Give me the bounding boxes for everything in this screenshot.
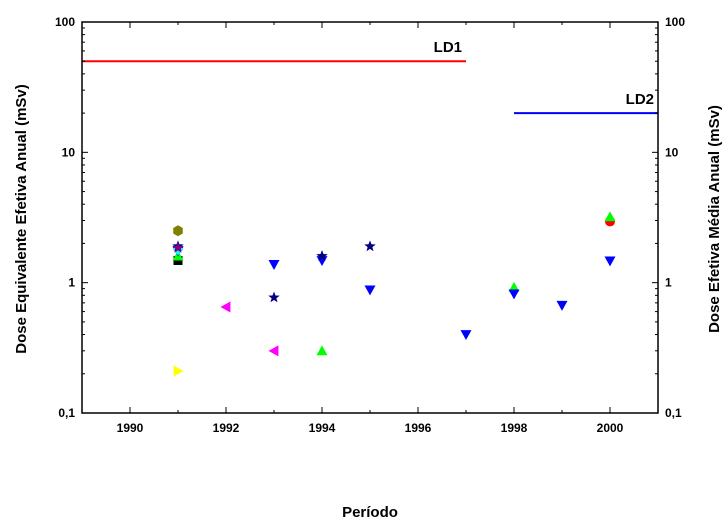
y-tick-label-left: 100 — [55, 15, 75, 29]
x-tick-label: 1996 — [405, 421, 432, 435]
data-point-star — [172, 241, 184, 253]
y-tick-label-right: 0,1 — [665, 406, 682, 420]
data-point-triangle-left — [268, 345, 279, 357]
data-point-star — [316, 250, 328, 261]
data-point-triangle-down — [268, 260, 280, 270]
y-tick-label-left: 10 — [62, 145, 76, 159]
y-tick-label-left: 1 — [68, 276, 75, 290]
reference-line-label: LD1 — [434, 39, 462, 56]
x-tick-label: 1994 — [309, 421, 336, 435]
axes: 1990 1992 1994 1996 1998 2000 0,1 0,1 1 1 10 10 100 1… — [55, 15, 685, 435]
y-tick-label-left: 0,1 — [58, 406, 75, 420]
data-point-triangle-up — [508, 281, 520, 292]
reference-line-label: LD2 — [626, 91, 654, 108]
data-point-triangle-left — [220, 301, 231, 313]
y-tick-label-right: 100 — [665, 15, 685, 29]
y-tick-label-right: 10 — [665, 145, 679, 159]
data-point-triangle-up — [604, 211, 616, 222]
data-point-square — [173, 255, 183, 265]
data-point-triangle-down — [508, 289, 520, 300]
data-point-triangle-down — [460, 330, 472, 341]
x-tick-label: 1990 — [117, 421, 144, 435]
y-tick-label-right: 1 — [665, 276, 672, 290]
y-axis-title-right: Dose Efetiva Média Anual (mSv) — [706, 105, 723, 333]
data-point-triangle-down — [604, 256, 616, 267]
y-axis-title-left: Dose Equivalente Efetiva Anual (mSv) — [13, 84, 30, 354]
data-point-star — [364, 240, 376, 252]
x-tick-label: 2000 — [597, 421, 624, 435]
data-point-hexagon — [173, 225, 183, 237]
plot-area: LD1 LD2 — [82, 39, 658, 377]
plot-frame — [81, 21, 659, 414]
x-tick-label: 1998 — [501, 421, 528, 435]
data-point-triangle-up — [316, 345, 328, 356]
data-point-triangle-down — [364, 285, 376, 296]
x-tick-label: 1992 — [213, 421, 240, 435]
data-point-triangle-right — [173, 365, 184, 377]
data-point-triangle-down — [556, 300, 568, 311]
x-axis-title: Período — [342, 504, 398, 521]
data-point-star — [268, 291, 280, 303]
